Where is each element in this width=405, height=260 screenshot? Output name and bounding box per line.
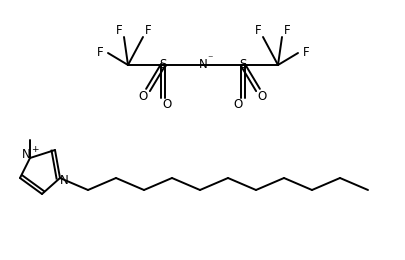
Text: F: F — [302, 47, 309, 60]
Text: F: F — [254, 23, 261, 36]
Text: O: O — [257, 89, 266, 102]
Text: N: N — [198, 57, 207, 70]
Text: ⁻: ⁻ — [207, 54, 212, 64]
Text: O: O — [138, 89, 147, 102]
Text: O: O — [233, 98, 242, 110]
Text: F: F — [283, 23, 290, 36]
Text: O: O — [162, 98, 171, 110]
Text: S: S — [239, 58, 246, 72]
Text: F: F — [115, 23, 122, 36]
Text: N: N — [21, 148, 30, 161]
Text: F: F — [96, 47, 103, 60]
Text: +: + — [31, 145, 38, 153]
Text: S: S — [159, 58, 166, 72]
Text: F: F — [144, 23, 151, 36]
Text: N: N — [60, 174, 68, 187]
